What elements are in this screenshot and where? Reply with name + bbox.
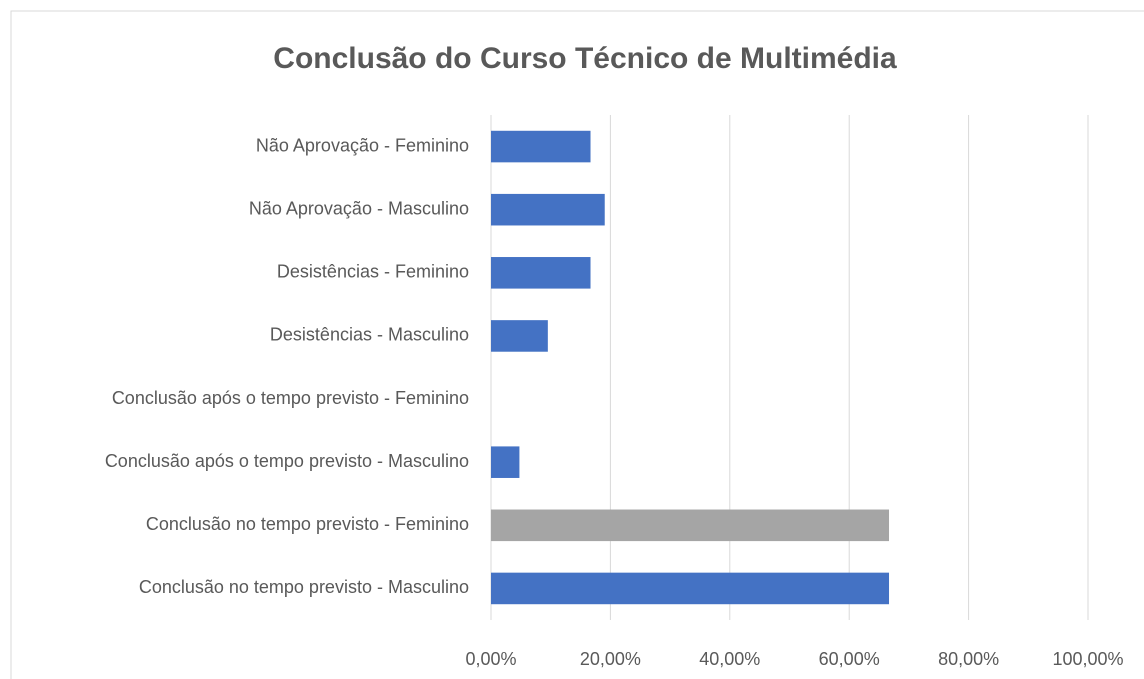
- y-tick-label: Conclusão no tempo previsto - Masculino: [139, 577, 469, 597]
- bar: [491, 320, 548, 352]
- x-tick-label: 100,00%: [1052, 649, 1123, 669]
- x-tick-label: 0,00%: [465, 649, 516, 669]
- bar: [491, 257, 591, 289]
- x-tick-label: 60,00%: [819, 649, 880, 669]
- y-tick-label: Desistências - Feminino: [277, 262, 469, 282]
- y-tick-label: Não Aprovação - Feminino: [256, 135, 469, 155]
- y-tick-label: Conclusão no tempo previsto - Feminino: [146, 514, 469, 534]
- chart-title: Conclusão do Curso Técnico de Multimédia: [273, 42, 897, 75]
- y-tick-label: Não Aprovação - Masculino: [249, 198, 469, 218]
- y-tick-label: Desistências - Masculino: [270, 325, 469, 345]
- bar: [491, 572, 890, 605]
- x-tick-label: 40,00%: [699, 649, 760, 669]
- bar: [491, 509, 890, 542]
- y-tick-label: Conclusão após o tempo previsto - Femini…: [112, 388, 469, 408]
- x-tick-label: 20,00%: [580, 649, 641, 669]
- bar: [491, 446, 520, 478]
- chart-border: [10, 10, 1144, 679]
- bar: [491, 130, 591, 163]
- x-tick-label: 80,00%: [938, 649, 999, 669]
- bar: [491, 193, 605, 226]
- y-tick-label: Conclusão após o tempo previsto - Mascul…: [105, 451, 469, 471]
